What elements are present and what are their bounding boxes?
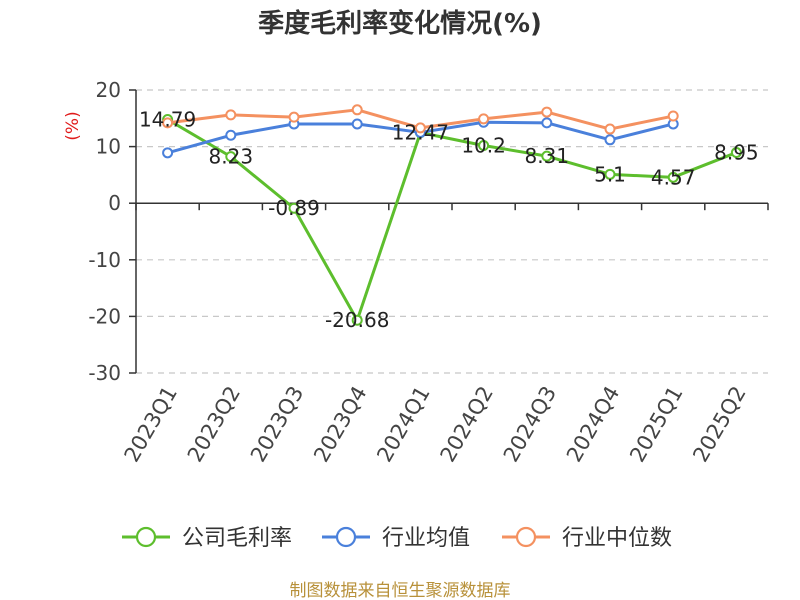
series-2-point [478,113,490,125]
y-tick-label: 10 [96,135,121,159]
series-0-point [541,150,553,162]
series-1-point [225,129,237,141]
data-label: 4.57 [651,165,696,189]
series-1-point [604,134,616,146]
y-tick-label: 0 [108,191,121,215]
series-2-point [288,111,300,123]
legend-label: 行业中位数 [562,526,672,551]
data-label: 14.79 [139,107,196,131]
series-1-point [162,147,174,159]
y-tick-labels: 20 10 0 -10 -20 -30 [88,78,121,385]
series-2-point [414,122,426,134]
y-tick-label: -30 [88,361,121,385]
data-label: 12.47 [392,121,449,145]
legend-label: 行业均值 [382,526,470,551]
series-2-point [604,123,616,135]
legend-item-2[interactable]: 行业中位数 [502,526,672,551]
data-label: 5.1 [594,162,626,186]
series-2-point [225,109,237,121]
series-0-point [730,147,742,159]
series-2-point [351,104,363,116]
source-note: 制图数据来自恒生聚源数据库 [290,581,511,600]
data-label: 8.95 [714,141,759,165]
series-0-point [225,151,237,163]
y-tick-label: 20 [96,78,121,102]
series-0-point [351,314,363,326]
legend-item-1[interactable]: 行业均值 [322,526,470,551]
axes [129,89,769,374]
y-tick-label: -20 [88,304,121,328]
series-1-point [351,118,363,130]
data-label: -0.89 [268,196,320,220]
data-label: -20.68 [325,308,389,332]
series-0-point [288,202,300,214]
series-2-point [667,110,679,122]
legend: 公司毛利率 行业均值 行业中位数 [122,526,672,551]
series-0-point [478,139,490,151]
legend-marker-icon [515,526,537,548]
series-0-point [667,171,679,183]
legend-item-0[interactable]: 公司毛利率 [122,526,292,551]
data-label: 10.2 [461,133,506,157]
legend-marker-icon [135,526,157,548]
series-2-point [541,106,553,118]
series-layer [162,104,742,326]
chart-title: 季度毛利率变化情况(%) [258,8,542,39]
legend-label: 公司毛利率 [182,526,292,551]
legend-marker-icon [335,526,357,548]
series-2-point [162,117,174,129]
series-0-line [166,118,737,322]
y-tick-label: -10 [88,248,121,272]
data-labels: 14.79 8.23 -0.89 -20.68 12.47 10.2 8.31 5.1 4.57… [139,107,759,332]
series-0-point [604,168,616,180]
data-label: 8.23 [209,145,254,169]
series-1-point [541,117,553,129]
data-label: 8.31 [525,144,570,168]
y-axis-label: (%) [63,111,83,140]
